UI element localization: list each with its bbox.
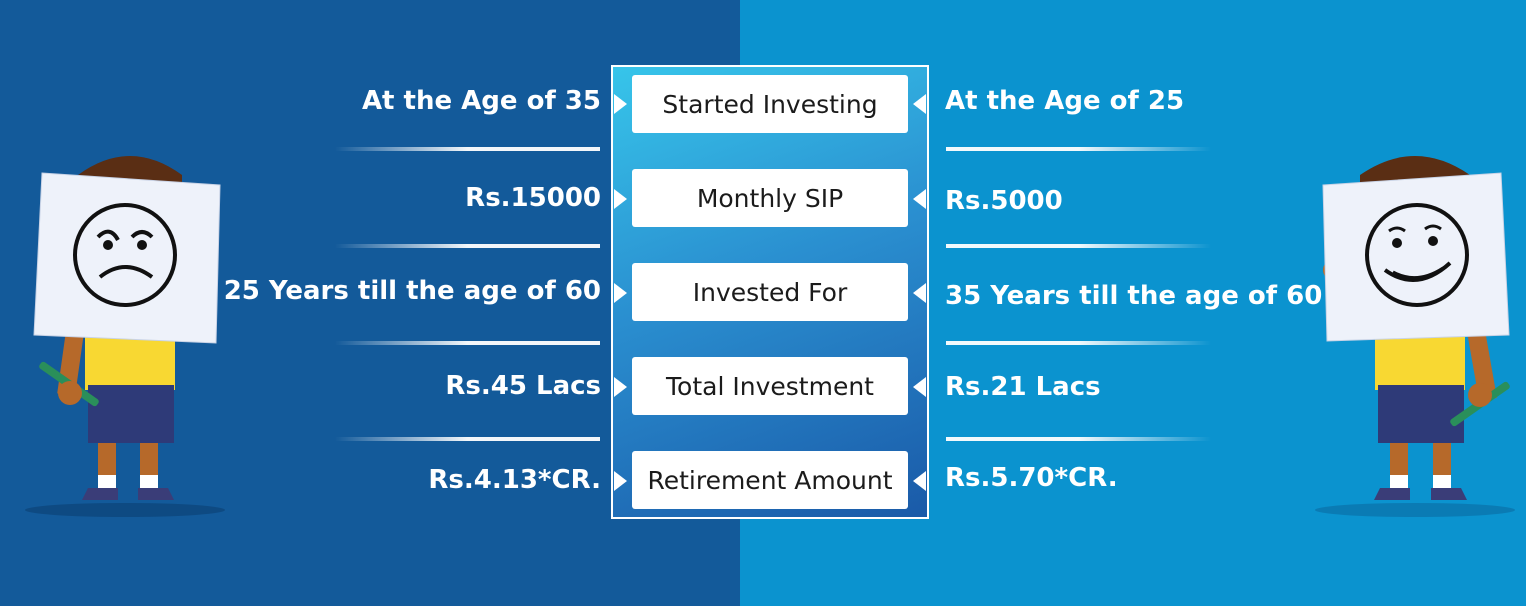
right-divider-2 (946, 244, 1211, 248)
left-divider-1 (335, 147, 600, 151)
left-total-investment: Rs.45 Lacs (445, 371, 601, 401)
left-divider-2 (335, 244, 600, 248)
left-divider-4 (335, 437, 600, 441)
shorts (1378, 385, 1464, 443)
right-divider-1 (946, 147, 1211, 151)
right-total-investment: Rs.21 Lacs (945, 372, 1101, 402)
left-invested-for: 25 Years till the age of 60 (223, 276, 601, 306)
left-pointer-2 (614, 189, 627, 209)
right-pointer-2 (913, 189, 926, 209)
right-invested-for: 35 Years till the age of 60 (945, 281, 1323, 311)
sad-boy-illustration (25, 156, 225, 517)
right-pointer-3 (913, 283, 926, 303)
left-pointer-1 (614, 94, 627, 114)
right-divider-3 (946, 341, 1211, 345)
hand (1468, 383, 1492, 407)
left-retirement-amount: Rs.4.13*CR. (428, 465, 601, 495)
left-pointer-4 (614, 377, 627, 397)
label-total-investment: Total Investment (632, 357, 908, 415)
right-pointer-1 (913, 94, 926, 114)
right-shoe (138, 488, 174, 500)
left-shoe (82, 488, 118, 500)
left-divider-3 (335, 341, 600, 345)
label-retirement-amount: Retirement Amount (632, 451, 908, 509)
label-monthly-sip: Monthly SIP (632, 169, 908, 227)
ground-shadow (1315, 503, 1515, 517)
left-shoe (1374, 488, 1410, 500)
right-monthly-sip: Rs.5000 (945, 186, 1063, 216)
right-pointer-4 (913, 377, 926, 397)
left-start-age: At the Age of 35 (361, 86, 601, 116)
ground-shadow (25, 503, 225, 517)
hand (58, 381, 82, 405)
right-retirement-amount: Rs.5.70*CR. (945, 463, 1118, 493)
left-pointer-5 (614, 471, 627, 491)
left-pointer-3 (614, 283, 627, 303)
right-shoe (1431, 488, 1467, 500)
sign-board (1322, 172, 1510, 342)
sign-board (33, 172, 221, 344)
happy-face-outline (1365, 203, 1469, 307)
happy-boy-illustration (1315, 156, 1515, 517)
right-pointer-5 (913, 471, 926, 491)
sad-face-outline (73, 203, 177, 307)
arm (1467, 328, 1497, 402)
label-invested-for: Invested For (632, 263, 908, 321)
right-start-age: At the Age of 25 (945, 86, 1185, 116)
shorts (88, 385, 174, 443)
right-divider-4 (946, 437, 1211, 441)
label-started-investing: Started Investing (632, 75, 908, 133)
left-monthly-sip: Rs.15000 (465, 183, 601, 213)
